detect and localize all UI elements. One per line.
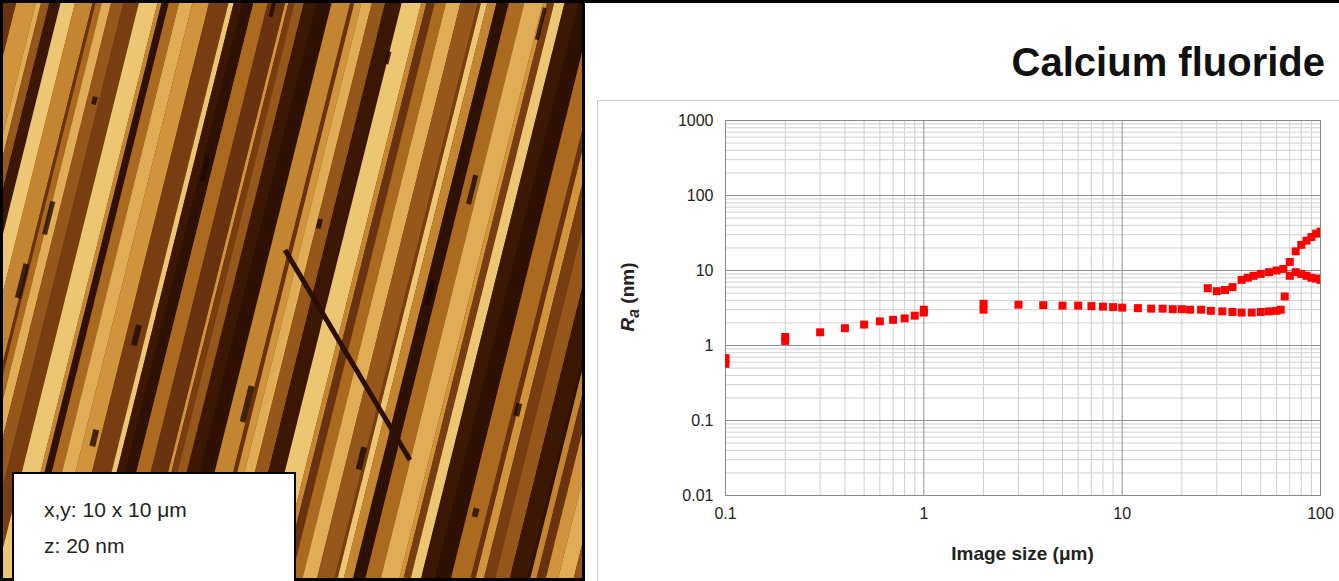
svg-text:10: 10 <box>696 262 714 279</box>
html-text:Image size (μm): Image size (μm) <box>951 543 1094 564</box>
html-text:Calcium fluoride: Calcium fluoride <box>1011 40 1325 84</box>
svg-text:0.01: 0.01 <box>682 487 713 504</box>
html-text:x,y: 10 x 10 μm: x,y: 10 x 10 μm <box>44 498 187 521</box>
svg-text:0.1: 0.1 <box>714 505 736 522</box>
html-text:(nm): (nm) <box>617 262 639 309</box>
svg-text:10: 10 <box>1113 505 1131 522</box>
html-text:R: R <box>617 317 639 332</box>
svg-text:1: 1 <box>919 505 928 522</box>
svg-text:100: 100 <box>687 187 714 204</box>
svg-text:100: 100 <box>1307 505 1334 522</box>
svg-text:1000: 1000 <box>678 112 714 129</box>
html-text:z: 20 nm: z: 20 nm <box>44 534 125 557</box>
html-text:a: a <box>624 308 642 318</box>
svg-text:0.1: 0.1 <box>691 412 713 429</box>
svg-text:1: 1 <box>705 337 714 354</box>
